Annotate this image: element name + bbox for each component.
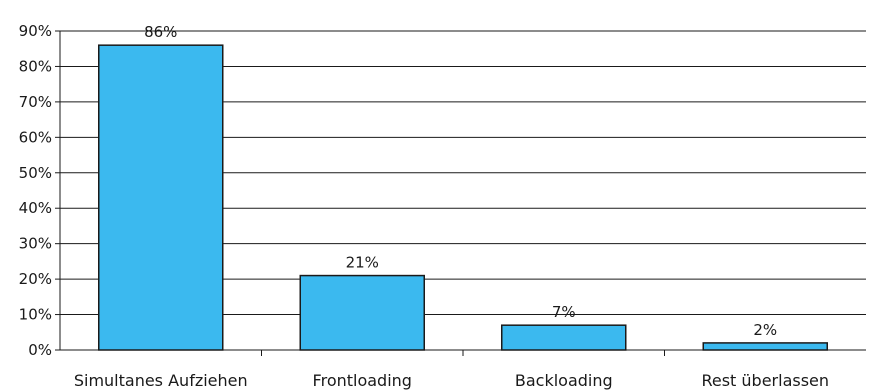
- axes: [55, 30, 866, 356]
- y-tick-label: 40%: [19, 199, 52, 217]
- y-tick-label: 90%: [19, 22, 52, 40]
- data-label: 21%: [346, 254, 379, 272]
- y-tick-label: 70%: [19, 93, 52, 111]
- category-label: Backloading: [515, 371, 613, 390]
- y-axis-tick-labels: 0% 10% 20% 30% 40% 50% 60% 70% 80% 90%: [19, 22, 52, 359]
- y-tick-label: 10%: [19, 306, 52, 324]
- category-label: Simultanes Aufziehen: [74, 371, 248, 390]
- y-tick-label: 0%: [28, 341, 52, 359]
- y-tick-label: 30%: [19, 235, 52, 253]
- bar: [501, 324, 627, 351]
- x-axis-category-labels: Simultanes Aufziehen Frontloading Backload…: [74, 371, 829, 390]
- data-label: 86%: [144, 23, 177, 41]
- bar: [702, 342, 828, 351]
- bar: [299, 274, 425, 351]
- y-tick-label: 80%: [19, 57, 52, 75]
- bar: [98, 44, 224, 351]
- y-tick-label: 60%: [19, 128, 52, 146]
- y-tick-label: 20%: [19, 270, 52, 288]
- data-labels: 86% 21% 7% 2%: [144, 23, 777, 339]
- bars: [98, 44, 828, 351]
- category-label: Frontloading: [313, 371, 412, 390]
- y-tick-label: 50%: [19, 164, 52, 182]
- data-label: 2%: [753, 321, 777, 339]
- category-label: Rest überlassen: [701, 371, 829, 390]
- data-label: 7%: [552, 303, 576, 321]
